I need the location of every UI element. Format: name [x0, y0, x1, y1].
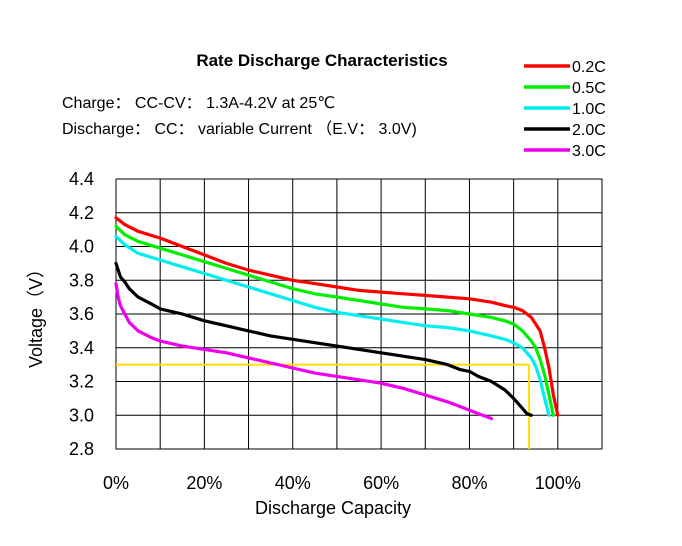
series-group	[114, 216, 560, 421]
legend: 0.2C 0.5C 1.0C 2.0C 3.0C	[524, 59, 606, 160]
y-tick-label: 4.0	[69, 237, 94, 257]
y-tick-label: 3.8	[69, 270, 94, 290]
x-tick-label: 100%	[535, 473, 581, 493]
series-line-3-0C	[114, 282, 494, 421]
x-tick-label: 60%	[363, 473, 399, 493]
y-tick-label: 3.4	[69, 338, 94, 358]
reference-lines	[116, 363, 531, 449]
y-tick-label: 3.2	[69, 372, 94, 392]
x-axis-label: Discharge Capacity	[255, 498, 411, 518]
grid-lines	[116, 179, 602, 449]
x-tick-label: 80%	[451, 473, 487, 493]
subtitle-discharge: Discharge： CC： variable Current （E.V： 3.…	[62, 120, 417, 138]
legend-label-0-5C: 0.5C	[572, 80, 606, 97]
y-tick-label: 2.8	[69, 439, 94, 459]
series-line-1-0C	[114, 234, 551, 417]
series-line-2-0C	[114, 261, 533, 417]
x-tick-label: 40%	[275, 473, 311, 493]
y-tick-label: 3.0	[69, 405, 94, 425]
subtitle-charge: Charge： CC-CV： 1.3A-4.2V at 25℃	[62, 95, 335, 112]
x-tick-label: 20%	[186, 473, 222, 493]
legend-label-0-2C: 0.2C	[572, 59, 606, 76]
y-tick-label: 4.4	[69, 169, 94, 189]
legend-label-2-0C: 2.0C	[572, 122, 606, 139]
series-line-0-2C	[114, 216, 560, 417]
y-axis-label: Voltage（V）	[26, 260, 46, 368]
y-tick-labels: 2.8 3.0 3.2 3.4 3.6 3.8 4.0 4.2 4.4	[69, 169, 94, 459]
y-tick-label: 3.6	[69, 304, 94, 324]
series-line-0-5C	[114, 224, 556, 417]
legend-label-1-0C: 1.0C	[572, 101, 606, 118]
x-tick-labels: 0% 20% 40% 60% 80% 100%	[103, 473, 581, 493]
x-tick-label: 0%	[103, 473, 129, 493]
legend-label-3-0C: 3.0C	[572, 143, 606, 160]
chart-title: Rate Discharge Characteristics	[196, 51, 447, 70]
y-tick-label: 4.2	[69, 203, 94, 223]
